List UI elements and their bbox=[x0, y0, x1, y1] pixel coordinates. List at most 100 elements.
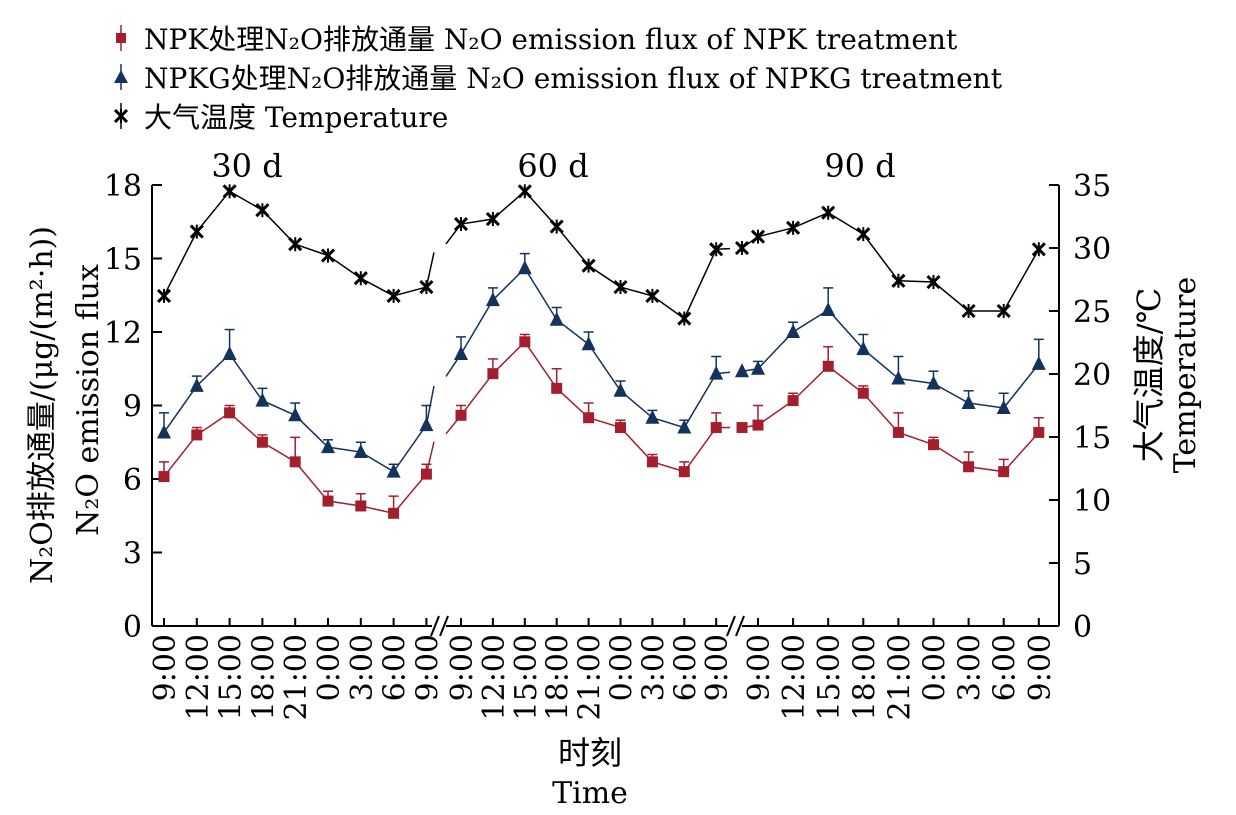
y-tick-label-right: 20 bbox=[1073, 358, 1111, 393]
legend-item-npkg: NPKG处理N₂O排放通量 N₂O emission flux of NPKG … bbox=[106, 57, 1002, 96]
data-point-square bbox=[583, 412, 595, 424]
x-tick-label: 9:00 bbox=[410, 634, 445, 701]
period-label: 60 d bbox=[517, 147, 588, 185]
x-tick-label: 15:00 bbox=[509, 634, 544, 720]
data-point-triangle bbox=[1031, 355, 1046, 370]
data-point-star bbox=[821, 205, 836, 220]
data-point-triangle bbox=[157, 424, 171, 439]
data-point-square bbox=[928, 439, 939, 451]
data-point-square bbox=[487, 368, 499, 380]
data-point-triangle bbox=[549, 311, 564, 326]
data-point-square bbox=[1033, 426, 1045, 438]
y-tick-label-right: 15 bbox=[1073, 421, 1111, 456]
y-tick-label-right: 5 bbox=[1073, 547, 1092, 582]
series-line-temp bbox=[460, 190, 717, 320]
x-tick-label: 12:00 bbox=[777, 634, 812, 720]
data-point-square bbox=[646, 456, 658, 468]
data-point-triangle bbox=[645, 409, 660, 424]
x-tick-label: 6:00 bbox=[378, 634, 413, 701]
square-marker-icon bbox=[116, 24, 126, 51]
period-label: 90 d bbox=[824, 147, 895, 185]
data-point-triangle bbox=[517, 260, 532, 275]
data-point-star bbox=[786, 220, 801, 235]
data-point-triangle bbox=[961, 395, 976, 410]
data-point-square bbox=[710, 422, 722, 434]
data-point-square bbox=[519, 336, 531, 348]
series-group bbox=[156, 184, 1046, 519]
x-tick-label: 3:00 bbox=[345, 634, 380, 701]
data-point-triangle bbox=[677, 419, 692, 434]
y-tick-label-right: 25 bbox=[1073, 295, 1111, 330]
data-point-triangle bbox=[419, 417, 434, 432]
x-tick-label: 0:00 bbox=[312, 634, 347, 701]
x-tick-label: 9:00 bbox=[445, 634, 480, 701]
axis-labels: 30 d 60 d 90 d N₂O排放通量/(μg/(m²·h)) N₂O emiss… bbox=[25, 147, 1203, 811]
data-point-square bbox=[455, 409, 467, 421]
data-point-star bbox=[926, 274, 941, 290]
y-tick-label-left: 12 bbox=[104, 316, 142, 351]
data-point-star bbox=[996, 303, 1011, 319]
data-point-square bbox=[388, 507, 400, 519]
data-point-triangle bbox=[786, 324, 801, 338]
x-tick-label: 15:00 bbox=[214, 634, 249, 720]
data-point-star bbox=[517, 184, 532, 199]
data-point-star bbox=[891, 273, 906, 288]
data-point-triangle bbox=[255, 392, 270, 407]
data-point-star bbox=[581, 258, 596, 273]
data-point-star bbox=[709, 242, 724, 257]
data-point-triangle bbox=[485, 292, 500, 307]
x-tick-label: 18:00 bbox=[541, 634, 576, 720]
x-tick-label: 0:00 bbox=[918, 634, 953, 701]
data-point-square bbox=[998, 466, 1010, 478]
data-point-square bbox=[256, 436, 268, 448]
data-point-triangle bbox=[751, 360, 765, 375]
data-point-square bbox=[736, 422, 748, 434]
y-tick-label-left: 6 bbox=[123, 463, 142, 498]
legend-item-temp: 大气温度 Temperature bbox=[106, 96, 1002, 135]
x-axis-title-cn: 时刻 bbox=[558, 734, 622, 772]
x-tick-label: 18:00 bbox=[246, 634, 281, 720]
x-tick-label: 21:00 bbox=[279, 634, 314, 720]
legend-label-npk: NPK处理N₂O排放通量 N₂O emission flux of NPK tr… bbox=[144, 22, 958, 56]
data-point-star bbox=[353, 271, 368, 286]
axis-break-mark bbox=[735, 615, 745, 637]
data-point-star bbox=[386, 288, 401, 303]
x-tick-label: 9:00 bbox=[700, 634, 735, 701]
data-point-star bbox=[549, 219, 564, 234]
data-point-triangle bbox=[288, 407, 303, 422]
data-point-triangle bbox=[613, 382, 628, 397]
y-tick-label-left: 0 bbox=[123, 610, 142, 645]
legend-label-npkg: NPKG处理N₂O排放通量 N₂O emission flux of NPKG … bbox=[144, 61, 1002, 95]
data-point-star bbox=[255, 203, 270, 218]
break-stub-temp bbox=[425, 252, 435, 288]
data-point-triangle bbox=[386, 463, 401, 478]
legend: NPK处理N₂O排放通量 N₂O emission flux of NPK tr… bbox=[106, 18, 1002, 135]
series-line-temp bbox=[741, 211, 1040, 312]
data-point-triangle bbox=[926, 375, 941, 390]
data-point-square bbox=[158, 471, 170, 483]
series-line-npkg bbox=[741, 308, 1040, 409]
y-tick-label-right: 35 bbox=[1073, 169, 1111, 204]
axes: 0369121518051015202530359:0012:0015:0018… bbox=[104, 169, 1111, 720]
period-label: 30 d bbox=[211, 147, 282, 185]
data-point-star bbox=[677, 311, 692, 326]
data-point-star bbox=[613, 279, 628, 295]
x-tick-label: 3:00 bbox=[953, 634, 988, 701]
data-point-star bbox=[453, 216, 469, 232]
data-point-square bbox=[191, 429, 203, 441]
data-point-square bbox=[615, 422, 626, 434]
data-point-square bbox=[752, 419, 764, 431]
legend-label-temp: 大气温度 Temperature bbox=[144, 100, 449, 134]
data-point-square bbox=[289, 456, 301, 468]
data-point-square bbox=[963, 461, 975, 473]
star-marker-icon bbox=[113, 102, 129, 129]
y-tick-label-left: 18 bbox=[104, 169, 142, 204]
axis-break-mark bbox=[439, 615, 449, 637]
data-point-triangle bbox=[996, 399, 1011, 414]
data-point-star bbox=[156, 288, 172, 303]
data-point-triangle bbox=[821, 301, 836, 316]
y-tick-label-right: 0 bbox=[1073, 610, 1092, 645]
data-point-square bbox=[857, 387, 869, 399]
data-point-triangle bbox=[454, 346, 468, 361]
